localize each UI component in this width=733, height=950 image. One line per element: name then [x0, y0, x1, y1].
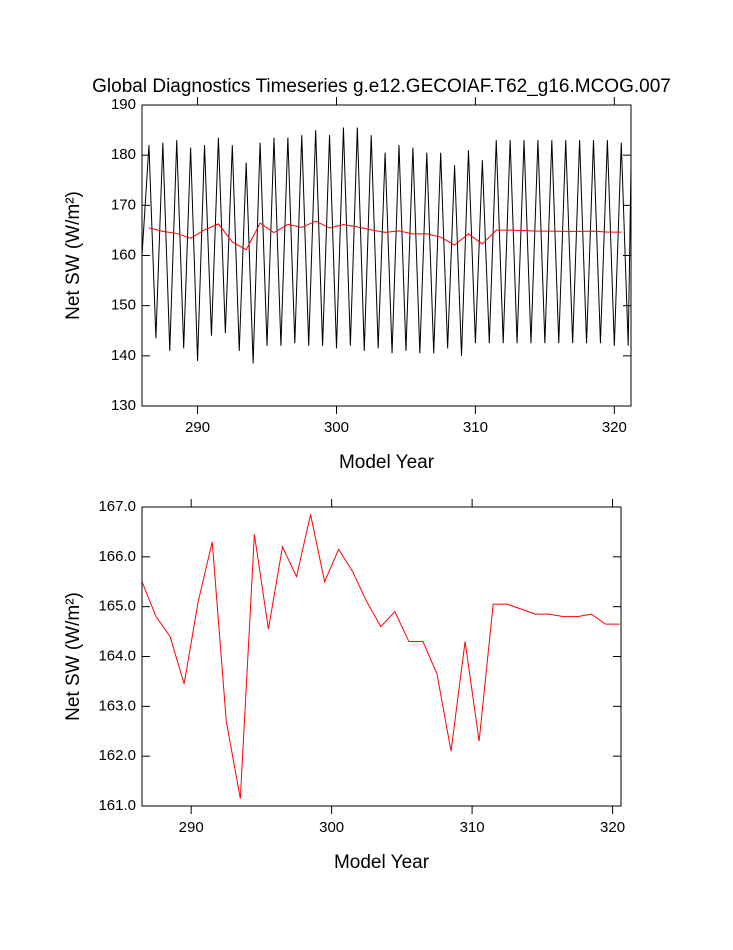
series-line: [148, 220, 622, 251]
x-tick-label: 290: [179, 819, 204, 836]
y-tick-label: 163.0: [98, 697, 136, 714]
series-line: [141, 127, 632, 364]
y-axis-label: Net SW (W/m²): [63, 592, 84, 721]
x-tick-label: 310: [463, 419, 488, 436]
plot-frame: [141, 506, 622, 807]
series-line: [141, 514, 620, 799]
y-tick-label: 140: [111, 347, 136, 364]
y-tick-label: 161.0: [98, 797, 136, 814]
x-tick-label: 320: [600, 819, 625, 836]
x-tick-label: 320: [602, 419, 627, 436]
y-tick-label: 190: [111, 96, 136, 113]
x-axis-label: Model Year: [334, 852, 430, 873]
plot-frame: [141, 104, 632, 407]
y-tick-label: 150: [111, 297, 136, 314]
x-tick-label: 310: [460, 819, 485, 836]
y-tick-label: 165.0: [98, 598, 136, 615]
y-tick-label: 180: [111, 146, 136, 163]
x-tick-label: 300: [319, 819, 344, 836]
y-axis-label: Net SW (W/m²): [63, 191, 84, 320]
x-tick-label: 300: [324, 419, 349, 436]
y-tick-label: 167.0: [98, 498, 136, 515]
y-tick-label: 164.0: [98, 647, 136, 664]
chart-title: Global Diagnostics Timeseries g.e12.GECO…: [92, 76, 671, 97]
y-tick-label: 170: [111, 196, 136, 213]
x-axis-label: Model Year: [339, 452, 435, 473]
y-tick-label: 130: [111, 397, 136, 414]
y-tick-label: 166.0: [98, 548, 136, 565]
y-tick-label: 162.0: [98, 747, 136, 764]
y-tick-label: 160: [111, 246, 136, 263]
x-tick-label: 290: [185, 419, 210, 436]
